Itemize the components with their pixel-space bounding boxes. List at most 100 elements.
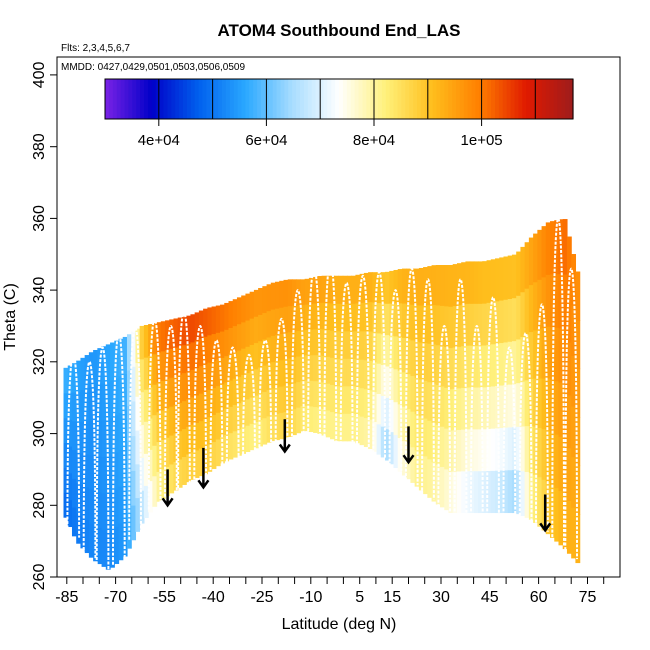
- heatmap-cell: [270, 361, 276, 389]
- heatmap-cell: [427, 458, 433, 498]
- colorbar-cell: [179, 79, 184, 119]
- heatmap-cell: [253, 421, 259, 449]
- heatmap-cell: [410, 411, 416, 448]
- heatmap-cell: [554, 434, 560, 489]
- heatmap-cell: [490, 470, 496, 514]
- heatmap-cell: [473, 386, 479, 430]
- heatmap-cell: [385, 303, 390, 336]
- heatmap-cell: [190, 369, 196, 398]
- heatmap-cell: [495, 343, 500, 387]
- heatmap-cell: [135, 497, 141, 532]
- heatmap-cell: [478, 428, 483, 472]
- y-axis-label: Theta (C): [2, 283, 19, 351]
- heatmap-cell: [401, 406, 407, 442]
- colorbar-cell: [553, 79, 558, 119]
- down-arrow: [539, 494, 552, 533]
- heatmap-cell: [186, 426, 192, 455]
- heatmap-cell: [198, 310, 204, 339]
- heatmap-cell: [571, 304, 577, 356]
- heatmap-cell: [321, 275, 327, 303]
- heatmap-cell: [554, 220, 560, 275]
- heatmap-cell: [152, 323, 158, 355]
- heatmap-cell: [304, 379, 310, 406]
- heatmap-cell: [236, 349, 242, 377]
- heatmap-cell: [245, 425, 251, 453]
- profile-curve: [164, 324, 178, 497]
- heatmap-cell: [456, 470, 462, 514]
- heatmap-cell: [190, 424, 196, 453]
- heatmap-cell: [495, 427, 500, 471]
- heatmap-cell: [334, 385, 340, 414]
- heatmap-cell: [262, 417, 268, 445]
- heatmap-cell: [131, 366, 137, 402]
- heatmap-cell: [181, 372, 187, 402]
- x-tick-label: 75: [579, 589, 597, 606]
- heatmap-cell: [76, 451, 82, 483]
- heatmap-cell: [173, 347, 179, 377]
- heatmap-cell: [427, 381, 433, 421]
- heatmap-cell: [283, 306, 289, 334]
- heatmap-cell: [575, 271, 581, 321]
- plot-frame: [56, 56, 621, 578]
- profile-curve: [112, 332, 126, 565]
- heatmap-cell: [283, 332, 289, 360]
- heatmap-cell: [114, 377, 120, 416]
- heatmap-cell: [550, 484, 555, 538]
- colorbar-cell: [378, 79, 383, 119]
- colorbar-cell: [175, 79, 180, 119]
- colorbar-cell: [456, 79, 461, 119]
- profile-curve: [502, 346, 517, 517]
- profile-curve: [193, 324, 207, 480]
- heatmap-cell: [351, 385, 357, 414]
- heatmap-cell: [368, 419, 373, 450]
- heatmap-cell: [67, 392, 73, 420]
- profile-curves: [66, 217, 578, 570]
- heatmap-cell: [249, 291, 255, 319]
- colorbar-cell: [292, 79, 297, 119]
- heatmap-cell: [71, 449, 77, 479]
- colorbar-cell: [549, 79, 555, 119]
- heatmap-cell: [499, 299, 505, 344]
- heatmap-cell: [241, 348, 247, 375]
- colorbar-cell: [498, 79, 504, 119]
- heatmap-cell: [558, 273, 564, 329]
- profile-curve: [564, 267, 578, 560]
- colorbar-cell: [506, 79, 512, 119]
- heatmap-cell: [114, 414, 120, 453]
- colorbar-cell: [381, 79, 387, 119]
- heatmap-cell: [122, 409, 128, 448]
- heatmap-cell: [461, 429, 467, 472]
- heatmap-cell: [338, 413, 344, 442]
- colorbar-cell: [401, 79, 406, 119]
- heatmap-cell: [431, 265, 437, 306]
- heatmap-cell: [469, 261, 475, 304]
- heatmap-cell: [448, 265, 454, 307]
- heatmap-cell: [516, 426, 522, 471]
- colorbar-cell: [424, 79, 430, 119]
- heatmap-cell: [566, 394, 572, 449]
- heatmap-cell: [126, 476, 132, 514]
- heatmap-cell: [410, 446, 416, 483]
- heatmap-cell: [507, 426, 513, 471]
- colorbar-cell: [510, 79, 516, 119]
- heatmap-cell: [262, 365, 268, 392]
- colorbar-cell: [218, 79, 223, 119]
- heatmap-cell: [393, 335, 399, 370]
- heatmap-cell: [427, 343, 433, 383]
- heatmap-cell: [270, 282, 276, 310]
- heatmap-cell: [105, 456, 111, 495]
- heatmap-cell: [380, 272, 386, 304]
- heatmap-cell: [541, 428, 547, 480]
- heatmap-cell: [385, 334, 390, 367]
- heatmap-cell: [566, 500, 572, 554]
- heatmap-cell: [385, 271, 390, 304]
- heatmap-cell: [232, 378, 238, 406]
- heatmap-cell: [308, 303, 314, 330]
- heatmap-cell: [308, 329, 314, 356]
- heatmap-cell: [456, 346, 462, 389]
- heatmap-cell: [165, 320, 170, 351]
- heatmap-cell: [406, 303, 412, 340]
- heatmap-cell: [143, 357, 149, 390]
- heatmap-cell: [287, 279, 293, 307]
- heatmap-cell: [156, 322, 162, 353]
